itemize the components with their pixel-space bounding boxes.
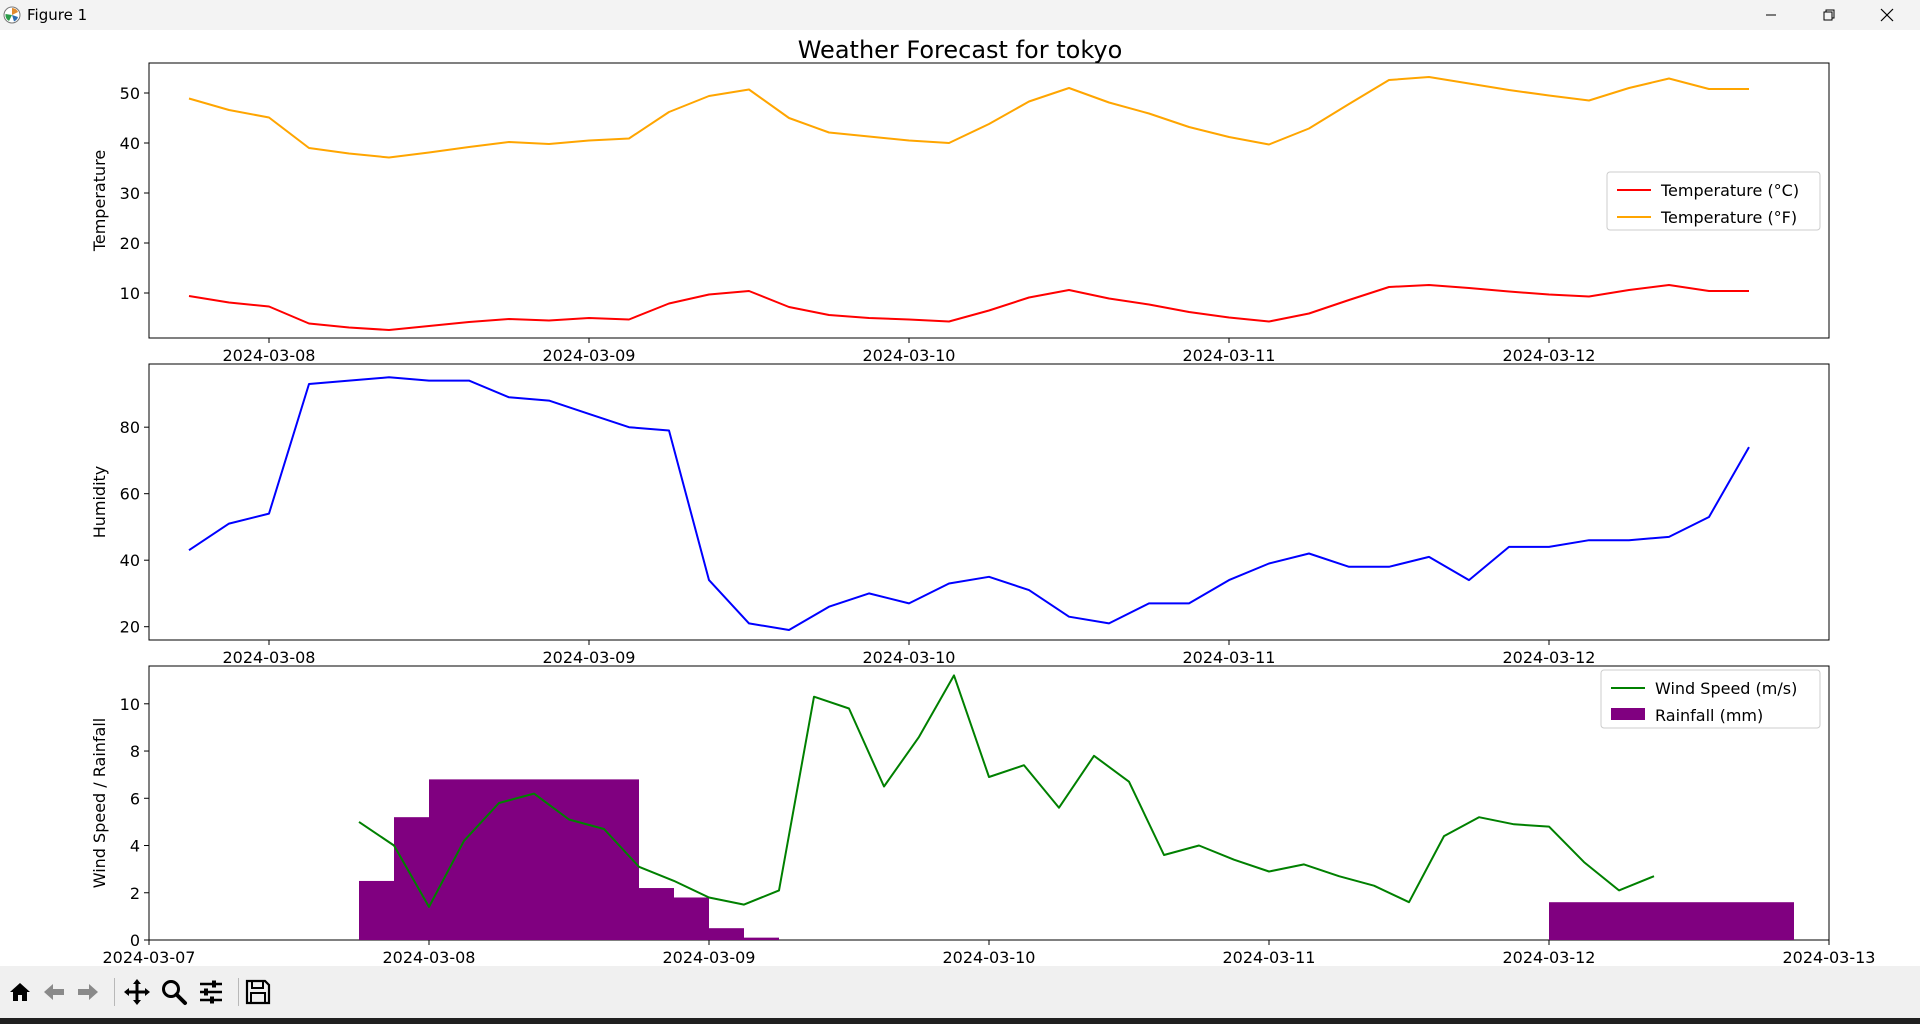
x-tick-label: 2024-03-09 [663, 948, 756, 966]
y-tick-label: 8 [130, 742, 140, 761]
rain-bar [709, 928, 744, 940]
pan-icon[interactable] [121, 976, 153, 1008]
navigation-toolbar [0, 966, 1920, 1024]
minimize-icon[interactable] [1742, 0, 1800, 30]
zoom-icon[interactable] [158, 976, 190, 1008]
legend-label: Temperature (°C) [1660, 181, 1799, 200]
save-icon[interactable] [242, 976, 274, 1008]
rain-bar [639, 888, 674, 940]
legend-label: Wind Speed (m/s) [1655, 679, 1797, 698]
series-line-0-0 [188, 284, 1749, 331]
y-axis-label: Temperature [90, 150, 109, 252]
y-tick-label: 40 [120, 551, 140, 570]
y-tick-label: 0 [130, 931, 140, 950]
x-tick-label: 2024-03-08 [383, 948, 476, 966]
x-tick-label: 2024-03-11 [1183, 346, 1276, 365]
close-icon[interactable] [1858, 0, 1916, 30]
toolbar-separator [238, 978, 239, 1006]
matplotlib-logo-icon [3, 6, 21, 24]
y-tick-label: 6 [130, 789, 140, 808]
x-tick-label: 2024-03-10 [863, 346, 956, 365]
legend-label: Rainfall (mm) [1655, 706, 1763, 725]
y-tick-label: 10 [120, 695, 140, 714]
legend-box [1606, 171, 1821, 231]
y-tick-label: 20 [120, 618, 140, 637]
window-titlebar: Figure 1 [0, 0, 1920, 30]
x-tick-label: 2024-03-11 [1223, 948, 1316, 966]
legend-label: Temperature (°F) [1660, 208, 1797, 227]
forward-arrow-icon[interactable] [72, 976, 104, 1008]
x-tick-label: 2024-03-10 [943, 948, 1036, 966]
rain-bar [429, 779, 639, 940]
rain-bar [744, 937, 779, 940]
legend-box [1600, 669, 1821, 729]
series-line-2-0 [358, 674, 1655, 908]
window-title: Figure 1 [27, 6, 88, 24]
y-tick-label: 10 [120, 284, 140, 303]
x-tick-label: 2024-03-07 [103, 948, 196, 966]
x-tick-label: 2024-03-08 [223, 648, 316, 667]
chart-title: Weather Forecast for tokyo [798, 36, 1123, 64]
x-tick-label: 2024-03-12 [1503, 346, 1596, 365]
rain-bar [674, 897, 709, 940]
x-tick-label: 2024-03-10 [863, 648, 956, 667]
y-tick-label: 4 [130, 837, 140, 856]
x-tick-label: 2024-03-12 [1503, 948, 1596, 966]
x-tick-label: 2024-03-08 [223, 346, 316, 365]
y-tick-label: 60 [120, 485, 140, 504]
x-tick-label: 2024-03-12 [1503, 648, 1596, 667]
series-line-1-0 [188, 376, 1750, 631]
rain-bar [1549, 902, 1794, 940]
y-tick-label: 80 [120, 418, 140, 437]
y-tick-label: 40 [120, 134, 140, 153]
axes-frame-1 [148, 363, 1830, 641]
y-axis-label: Humidity [90, 466, 109, 539]
y-tick-label: 20 [120, 234, 140, 253]
y-tick-label: 50 [120, 84, 140, 103]
x-tick-label: 2024-03-11 [1183, 648, 1276, 667]
toolbar-separator [114, 978, 115, 1006]
figure-canvas[interactable]: 10 20 30 40 50 2024-03-08 2024-03-09 2024-03-10… [0, 30, 1920, 967]
legend-swatch [1611, 708, 1645, 720]
x-tick-label: 2024-03-09 [543, 648, 636, 667]
configure-subplots-icon[interactable] [195, 976, 227, 1008]
rain-bar [394, 817, 429, 940]
home-icon[interactable] [4, 976, 36, 1008]
y-axis-label: Wind Speed / Rainfall [90, 718, 109, 889]
taskbar-edge [0, 1018, 1920, 1024]
y-tick-label: 2 [130, 884, 140, 903]
rain-bar [359, 880, 394, 940]
x-tick-label: 2024-03-09 [543, 346, 636, 365]
axes-frame-0 [148, 62, 1830, 339]
restore-icon[interactable] [1800, 0, 1858, 30]
y-tick-label: 30 [120, 184, 140, 203]
x-tick-label: 2024-03-13 [1783, 948, 1876, 966]
back-arrow-icon[interactable] [38, 976, 70, 1008]
series-line-0-1 [188, 76, 1749, 159]
